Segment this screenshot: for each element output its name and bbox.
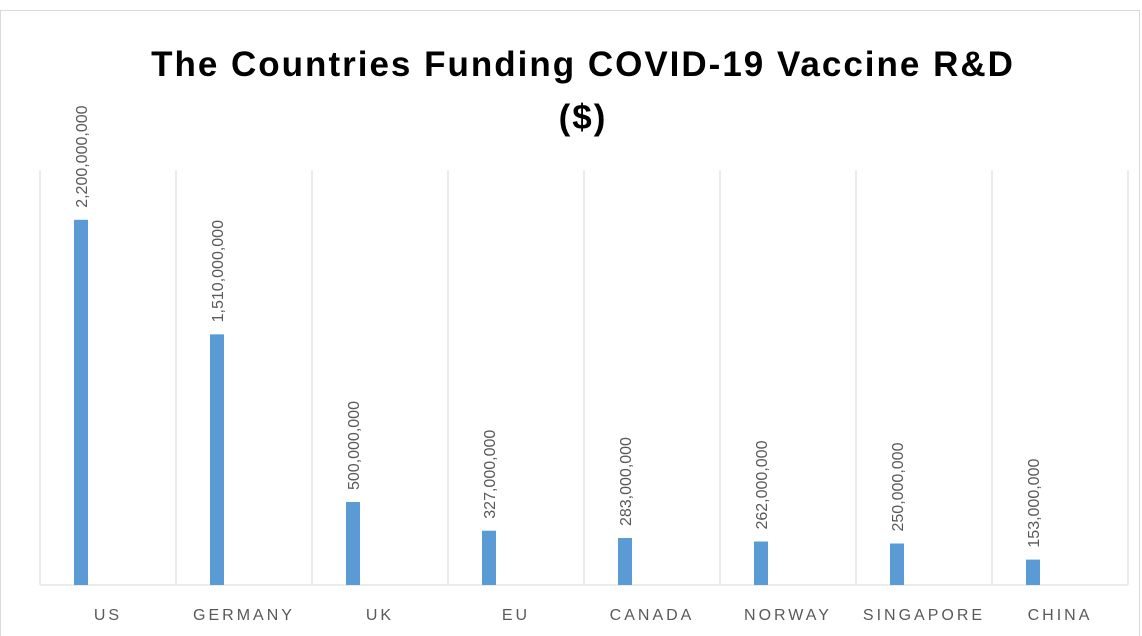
data-label: 2,200,000,000 — [74, 105, 91, 207]
data-label: 153,000,000 — [1026, 459, 1043, 548]
bar — [754, 541, 768, 585]
x-tick-label: CHINA — [1028, 607, 1093, 624]
x-tick-label: NORWAY — [744, 607, 832, 624]
data-label: 262,000,000 — [754, 440, 771, 529]
chart-border — [0, 10, 1140, 636]
chart-title: The Countries Funding COVID-19 Vaccine R… — [151, 45, 1015, 137]
x-tick-label: US — [94, 607, 122, 624]
x-tick-label: SINGAPORE — [863, 607, 985, 624]
x-tick-label: CANADA — [610, 607, 695, 624]
data-label: 283,000,000 — [618, 437, 635, 526]
bar — [1026, 559, 1040, 585]
bar — [74, 219, 88, 586]
x-tick-label: UK — [366, 607, 394, 624]
x-tick-label: EU — [502, 607, 530, 624]
bar — [482, 530, 496, 585]
bar — [890, 543, 904, 585]
bar — [618, 538, 632, 585]
data-label: 500,000,000 — [346, 401, 363, 490]
bar — [210, 334, 224, 585]
data-label: 250,000,000 — [890, 442, 907, 531]
data-label: 327,000,000 — [482, 430, 499, 519]
bar — [346, 502, 360, 585]
data-label: 1,510,000,000 — [210, 220, 227, 322]
x-tick-label: GERMANY — [193, 607, 295, 624]
